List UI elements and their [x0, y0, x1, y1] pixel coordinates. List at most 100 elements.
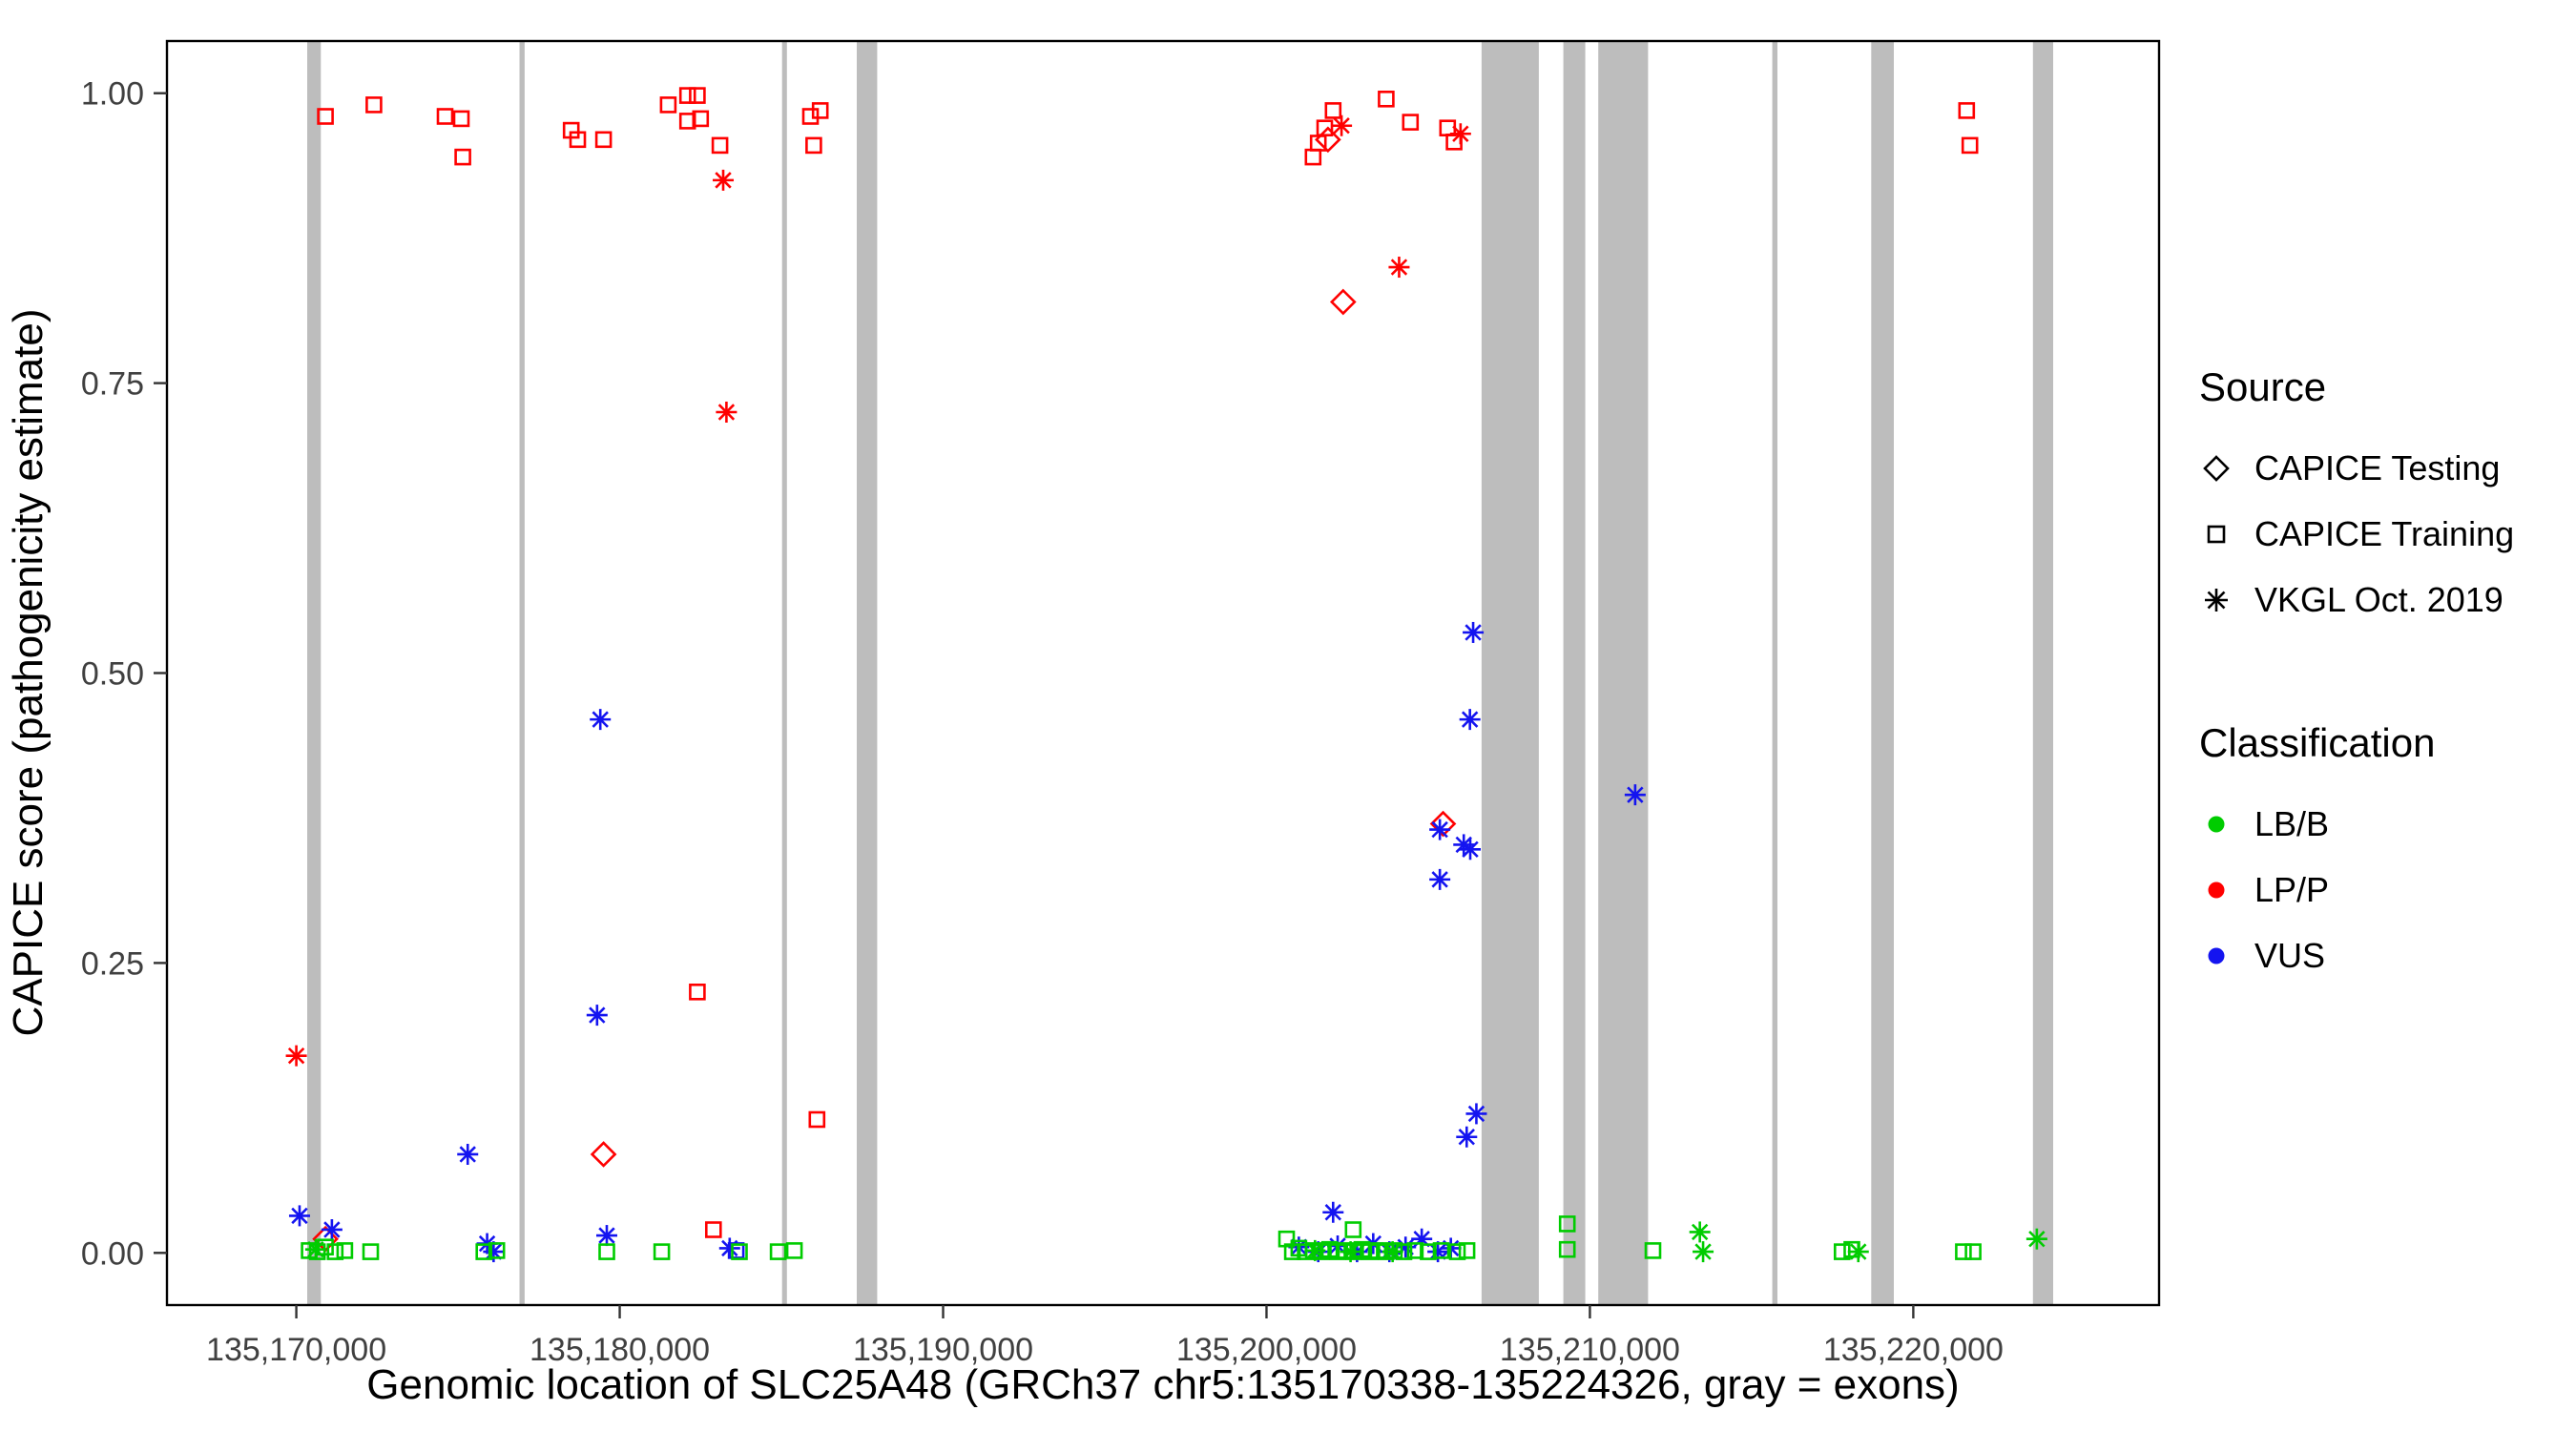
data-point [436, 108, 454, 125]
data-point [713, 169, 735, 191]
data-point [1340, 1241, 1361, 1263]
legend-item-lpp: LP/P [2199, 857, 2514, 923]
data-point [678, 87, 696, 104]
data-point [1693, 1241, 1714, 1263]
data-point [1460, 839, 1482, 861]
data-point [452, 110, 470, 128]
data-point [586, 1005, 608, 1027]
data-point [1456, 1126, 1478, 1148]
data-point [594, 131, 613, 149]
data-point [569, 131, 587, 149]
data-point [475, 1243, 493, 1260]
y-tick-label: 1.00 [81, 76, 144, 113]
data-point [678, 113, 696, 130]
data-point [785, 1242, 803, 1259]
legend-item-label: LP/P [2254, 869, 2330, 909]
data-point [653, 1243, 671, 1260]
data-point [1558, 1215, 1576, 1233]
exon-bar [1598, 41, 1649, 1305]
data-point [1955, 1243, 1972, 1260]
data-point [1689, 1221, 1711, 1243]
legend-item-capice-training: CAPICE Training [2199, 501, 2514, 567]
exon-bar [1563, 41, 1586, 1305]
data-point [1964, 1243, 1982, 1260]
data-point [336, 1242, 354, 1259]
data-point [1304, 1239, 1326, 1261]
data-point [1304, 148, 1322, 166]
legend-item-vus: VUS [2199, 923, 2514, 988]
data-point [1381, 1241, 1403, 1263]
data-point [1453, 834, 1475, 856]
exon-bar [1772, 41, 1777, 1305]
data-point [488, 1242, 506, 1259]
data-point [1388, 257, 1410, 279]
data-point [808, 1110, 826, 1129]
legend-item-label: LB/B [2254, 803, 2330, 843]
x-tick-label: 135,180,000 [530, 1332, 710, 1368]
data-point [1448, 1243, 1466, 1260]
data-point [811, 102, 829, 119]
legend-classification-title: Classification [2199, 720, 2436, 765]
data-point [1958, 102, 1976, 119]
red-dot-icon [2208, 881, 2225, 898]
legend-item-label: CAPICE Testing [2254, 447, 2501, 487]
legend: Source CAPICE Testing CAPICE Training [2199, 364, 2514, 988]
legend-item-label: VUS [2254, 935, 2326, 975]
y-tick-label: 0.50 [81, 656, 144, 693]
legend-item-label: VKGL Oct. 2019 [2254, 579, 2503, 619]
data-point [1847, 1241, 1869, 1263]
green-dot-icon [2208, 816, 2225, 832]
data-points [285, 87, 2047, 1263]
data-point [731, 1243, 748, 1260]
data-point [598, 1243, 615, 1260]
data-point [362, 1243, 380, 1260]
data-point [1429, 868, 1451, 890]
exon-bar [2032, 41, 2053, 1305]
data-point [805, 136, 822, 155]
data-point [1378, 91, 1395, 108]
data-point [1458, 1242, 1476, 1259]
y-tick-label: 0.25 [81, 945, 144, 982]
data-point [704, 1221, 722, 1238]
exon-bars [307, 41, 2053, 1305]
data-point [321, 1218, 343, 1240]
square-icon [2207, 525, 2226, 543]
blue-dot-icon [2208, 947, 2225, 964]
data-point [659, 96, 677, 114]
x-tick-label: 135,170,000 [206, 1332, 386, 1368]
data-point [1465, 1103, 1487, 1125]
data-point [590, 1141, 617, 1168]
data-point [692, 110, 710, 128]
legend-item-capice-testing: CAPICE Testing [2199, 435, 2514, 501]
data-point [457, 1143, 479, 1165]
data-point [326, 1243, 344, 1260]
data-point [1329, 288, 1357, 316]
data-point [711, 136, 729, 155]
data-point [769, 1243, 787, 1260]
x-axis-title: Genomic location of SLC25A48 (GRCh37 chr… [366, 1361, 1959, 1408]
data-point [1322, 1201, 1344, 1223]
data-point [1406, 1242, 1424, 1259]
data-point [1429, 819, 1451, 840]
y-tick-label: 0.75 [81, 366, 144, 403]
data-point [1432, 1242, 1450, 1259]
data-point [716, 401, 737, 423]
x-tick-label: 135,220,000 [1823, 1332, 2004, 1368]
data-point [1324, 102, 1342, 119]
data-point [1316, 119, 1334, 136]
asterisk-icon [2205, 588, 2228, 612]
data-point [304, 1238, 326, 1260]
y-axis-ticks: 0.00 0.25 0.50 0.75 1.00 [81, 76, 167, 1272]
data-point [1402, 114, 1420, 131]
data-point [1961, 136, 1979, 155]
diamond-icon [2203, 454, 2230, 482]
data-point [1459, 709, 1481, 731]
data-point [1463, 621, 1485, 643]
data-point [801, 108, 820, 125]
data-point [1315, 126, 1341, 154]
data-point [1344, 1221, 1362, 1238]
data-point [1644, 1242, 1662, 1259]
data-point [1331, 114, 1353, 136]
